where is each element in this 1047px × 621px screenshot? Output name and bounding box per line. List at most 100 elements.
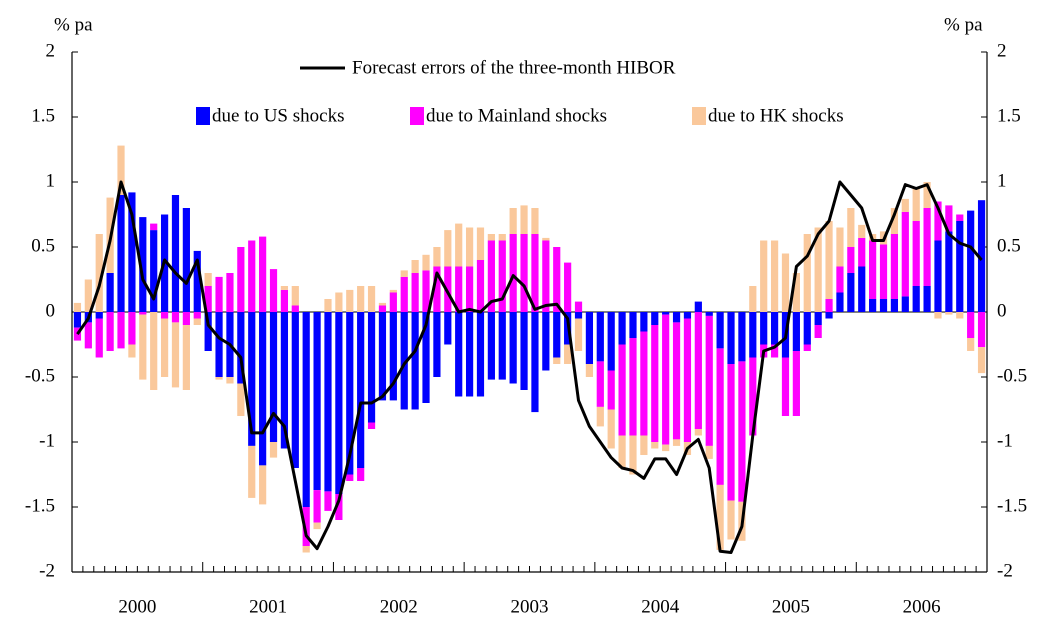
bar-segment [139,312,147,315]
bar-segment [346,312,354,475]
bar-segment [716,312,724,349]
bar-segment [433,312,441,377]
bar-segment [269,312,278,442]
y2-tick-label: 2 [997,40,1007,61]
bar-segment [465,312,474,397]
bar-segment [73,312,82,328]
bar-segment [716,348,724,485]
y-tick-label: -1 [39,430,55,451]
bar-segment [160,318,169,377]
bar-segment [367,312,376,423]
bar-segment [945,231,953,312]
bar-segment [498,240,506,312]
bar-segment [422,270,430,312]
bar-segment [607,312,615,371]
bar-segment [346,289,354,312]
bar-segment [792,312,800,351]
bar-segment [193,250,201,312]
x-tick-label: 2002 [380,596,418,617]
bar-segment [193,318,201,325]
bar-segment [694,301,702,312]
y2-tick-label: 0.5 [997,235,1021,256]
x-tick-label: 2005 [772,596,810,617]
bar-segment [781,253,790,312]
bar-segment [836,292,844,312]
bar-segment [248,445,256,498]
y-tick-label: 0.5 [31,235,55,256]
bar-segment [890,299,899,312]
bar-segment [259,465,267,505]
bar-segment [945,205,953,232]
bar-segment [476,312,485,397]
y-tick-label: 1 [46,170,56,191]
bar-segment [727,500,735,540]
bar-segment [106,273,114,312]
bar-segment [509,234,517,312]
bar-segment [520,234,528,312]
bar-segment [662,444,670,452]
bar-segment [259,236,267,312]
bar-segment [814,227,822,312]
bar-segment [378,312,387,401]
bar-segment [956,214,964,221]
bar-segment [182,208,190,312]
bar-segment [977,312,986,348]
bar-segment [618,435,626,468]
y-axis-label: % pa [54,14,93,35]
bar-segment [171,195,180,312]
bar-segment [618,312,626,345]
bar-segment [139,217,147,312]
bar-segment [204,273,212,286]
bar-segment [585,312,594,364]
bar-segment [596,406,604,427]
bar-segment [705,312,713,316]
bar-segment [520,312,528,390]
bar-segment [542,240,550,312]
bar-segment [346,474,354,481]
bar-segment [117,195,125,312]
bar-segment [967,210,975,312]
bar-segment [237,247,245,312]
bar-segment [411,312,419,410]
bar-segment [237,312,245,384]
bar-segment [269,442,278,458]
bar-segment [934,312,942,319]
bar-segment [193,312,201,319]
bar-segment [520,205,528,234]
bar-segment [651,312,659,325]
bar-segment [509,312,517,384]
bar-segment [912,188,920,221]
bar-segment [117,312,125,349]
bar-segment [574,301,583,312]
x-tick-label: 2001 [249,596,287,617]
bar-segment [389,292,397,312]
bar-segment [291,286,299,306]
bar-segment [444,230,452,267]
bar-segment [302,507,310,546]
bar-segment [106,312,114,351]
bar-segment [542,237,550,241]
bar-segment [836,266,844,293]
bar-segment [770,344,779,358]
bar-segment [542,312,550,371]
bar-segment [574,318,583,351]
bar-segment [825,299,833,312]
bar-segment [291,312,299,468]
bar-segment [389,289,397,293]
x-tick-label: 2006 [903,596,941,617]
bar-segment [509,208,517,234]
bar-segment [792,273,800,312]
bar-segment [662,314,670,445]
bar-segment [204,286,212,312]
bar-segment [128,344,136,358]
bar-segment [760,240,768,312]
bar-segment [487,234,495,241]
bar-segment [367,286,376,312]
bar-segment [357,312,365,468]
bar-segment [847,208,855,247]
bar-segment [324,491,332,511]
bar-segment [128,312,136,345]
legend-label: due to HK shocks [708,105,844,126]
bar-segment [378,305,387,312]
bar-segment [749,286,757,312]
